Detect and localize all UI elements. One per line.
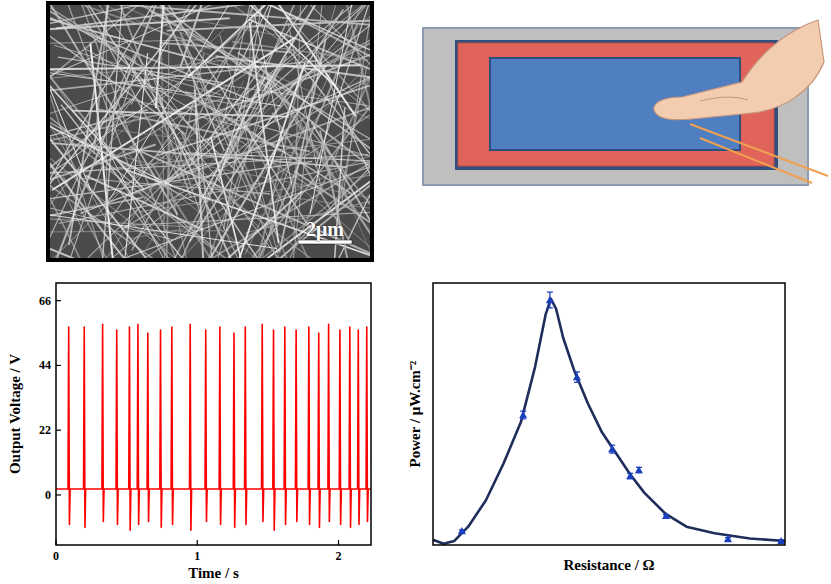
fiber (66, 3, 201, 260)
fiber (48, 44, 144, 190)
y-tick-label: 44 (39, 358, 51, 372)
x-tick (55, 540, 56, 545)
plot-marks (433, 292, 785, 544)
fiber (187, 5, 372, 185)
fiber (210, 191, 302, 260)
data-point (546, 296, 554, 303)
y-axis-title: Power / μW.cm⁻² (407, 360, 423, 467)
sem-border (48, 3, 372, 260)
data-point (662, 512, 670, 519)
fiber (48, 80, 199, 205)
wire (700, 138, 812, 183)
fiber (104, 142, 212, 260)
fiber (131, 3, 209, 104)
fiber (152, 164, 232, 260)
x-tick (197, 540, 198, 545)
scale-bar (298, 240, 352, 244)
fiber (48, 54, 135, 260)
hand-crease (700, 97, 748, 101)
fiber (80, 158, 372, 260)
fiber (124, 53, 148, 260)
y-tick (56, 494, 61, 495)
fiber (310, 3, 372, 214)
sem-fibers (48, 3, 372, 260)
fiber (106, 3, 107, 201)
fiber (48, 92, 172, 185)
y-tick-label: 22 (39, 423, 51, 437)
data-line (56, 324, 371, 530)
y-tick (56, 365, 61, 366)
y-tick-label: 0 (45, 488, 51, 502)
plot-frame (433, 283, 785, 545)
y-tick (56, 430, 61, 431)
scale-bar-label: 2μm (306, 218, 344, 241)
data-point (519, 411, 527, 418)
plot-frame (56, 283, 371, 545)
y-tick (56, 300, 61, 301)
fiber (124, 75, 272, 260)
fiber (50, 70, 136, 260)
fiber (48, 108, 84, 231)
figure: 2μm 0 22 44 66 0 1 2 Time / s Output Voltage / V R… (0, 0, 831, 584)
x-tick-label: 1 (194, 549, 200, 563)
fiber (264, 3, 329, 90)
error-bar (547, 292, 553, 308)
fiber (167, 19, 372, 30)
data-point (626, 472, 634, 479)
x-tick (338, 540, 339, 545)
data-point (458, 527, 466, 534)
fiber (48, 57, 257, 91)
data-point (635, 466, 643, 473)
data-point (573, 373, 581, 380)
fiber (48, 66, 281, 106)
fiber (208, 3, 372, 141)
fiber (188, 3, 372, 216)
x-tick-label: 0 (53, 549, 59, 563)
fiber (132, 3, 257, 250)
x-axis-title: Resistance / Ω (563, 557, 654, 573)
fiber (224, 72, 372, 260)
fiber (124, 71, 372, 119)
fiber (150, 11, 372, 221)
fiber (84, 179, 270, 194)
fiber (146, 81, 244, 249)
x-axis-title: Time / s (188, 565, 239, 581)
y-axis-title: Output Voltage / V (7, 354, 23, 474)
wire (690, 124, 828, 176)
data-point (724, 535, 732, 542)
plot-marks (56, 324, 371, 530)
fiber (157, 43, 372, 155)
error-bar (609, 445, 615, 453)
error-bar (574, 372, 580, 382)
fiber (328, 3, 372, 219)
x-tick-label: 2 (336, 549, 342, 563)
hand (654, 20, 824, 120)
fiber (124, 3, 372, 74)
data-line (433, 299, 785, 544)
fiber (48, 57, 121, 260)
fiber (119, 3, 258, 70)
data-point (608, 445, 616, 452)
data-point (777, 537, 785, 544)
fiber (233, 63, 305, 260)
fiber (171, 135, 372, 260)
fiber (48, 114, 290, 260)
error-bar (520, 411, 526, 419)
fiber (138, 162, 372, 212)
y-tick-label: 66 (39, 294, 51, 308)
fiber (249, 22, 278, 243)
fiber (48, 132, 180, 260)
fiber (272, 113, 349, 241)
